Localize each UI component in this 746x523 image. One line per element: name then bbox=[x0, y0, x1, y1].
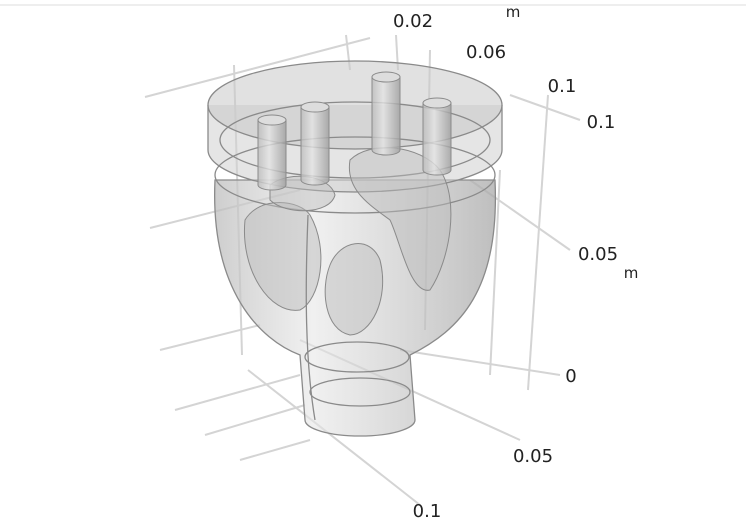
geometry-view: 0.02 0.06 0.1 m 0.1 0.05 0 m 0.05 0.1 bbox=[0, 0, 746, 523]
tick-label: 0.02 bbox=[393, 11, 433, 32]
axis-unit: m bbox=[506, 3, 521, 21]
tick-label: 0.06 bbox=[466, 42, 506, 63]
vessel bbox=[208, 61, 502, 436]
axis-unit: m bbox=[624, 264, 639, 282]
tick-label: 0.1 bbox=[587, 112, 616, 133]
tick-label: 0.1 bbox=[548, 76, 577, 97]
scene: 0.02 0.06 0.1 m 0.1 0.05 0 m 0.05 0.1 bbox=[0, 0, 746, 523]
tick-label: 0.05 bbox=[513, 446, 553, 467]
tick-label: 0 bbox=[565, 366, 576, 387]
tick-label: 0.1 bbox=[413, 501, 442, 522]
tick-label: 0.05 bbox=[578, 244, 618, 265]
